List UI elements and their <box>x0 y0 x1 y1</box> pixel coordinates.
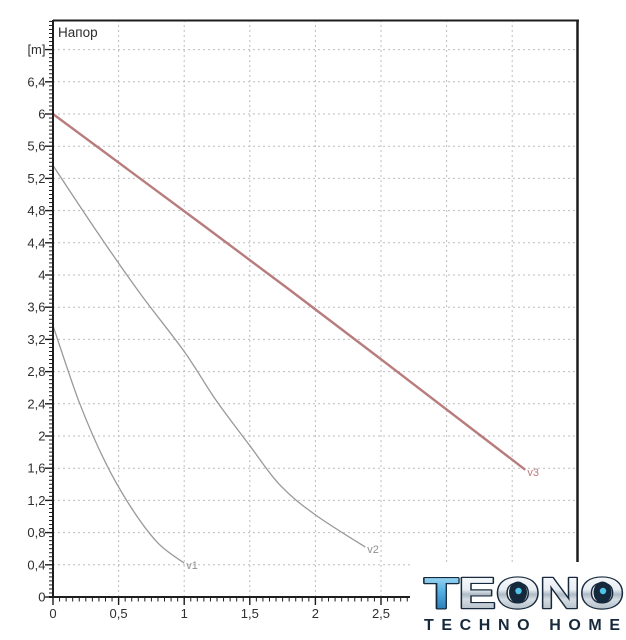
y-tick-label: 0 <box>38 590 45 605</box>
x-tick-label: 2 <box>312 606 319 621</box>
y-tick-label: 2,4 <box>27 396 45 411</box>
logo-subtitle: TECHNO HOME <box>424 617 620 634</box>
y-tick-label: 0,8 <box>27 525 45 540</box>
y-axis-unit-label: [m] <box>27 42 45 57</box>
curve-v3 <box>52 113 527 471</box>
y-tick-label: 6,4 <box>27 74 45 89</box>
y-tick-label: 4,4 <box>27 235 45 250</box>
x-tick-label: 0,5 <box>110 606 128 621</box>
logo-o-lens-dot <box>599 587 607 595</box>
x-tick-label: 2,5 <box>372 606 390 621</box>
chart-title: Напор <box>58 25 98 40</box>
curve-label-v1: v1 <box>186 560 198 572</box>
y-tick-label: 5,6 <box>27 139 45 154</box>
x-tick-label: 0 <box>49 606 56 621</box>
y-tick-label: 1,2 <box>27 493 45 508</box>
y-tick-label: 4 <box>38 268 45 283</box>
y-tick-label: 6 <box>38 107 45 122</box>
y-tick-label: 5,2 <box>27 171 45 186</box>
y-tick-label: 3,6 <box>27 300 45 315</box>
logo-t-letter: T <box>424 569 459 618</box>
x-tick-label: 1,5 <box>241 606 259 621</box>
y-tick-label: 0,4 <box>27 557 45 572</box>
teono-logo-art: TEONO T TECHNO HOME <box>423 568 625 634</box>
curve-v2 <box>52 165 366 548</box>
x-tick-label: 1 <box>181 606 188 621</box>
logo-o-lens-dot <box>515 587 522 595</box>
curve-label-v2: v2 <box>367 544 379 556</box>
y-tick-label: 1,6 <box>27 461 45 476</box>
logo-wordmark: TEONO <box>424 569 624 618</box>
y-tick-label: 2 <box>38 429 45 444</box>
y-tick-label: 2,8 <box>27 364 45 379</box>
curve-v1 <box>52 325 185 564</box>
y-tick-label: 4,8 <box>27 203 45 218</box>
teono-logo: TEONO T TECHNO HOME <box>410 562 626 640</box>
curve-label-v3: v3 <box>527 467 539 479</box>
y-tick-label: 3,2 <box>27 332 45 347</box>
